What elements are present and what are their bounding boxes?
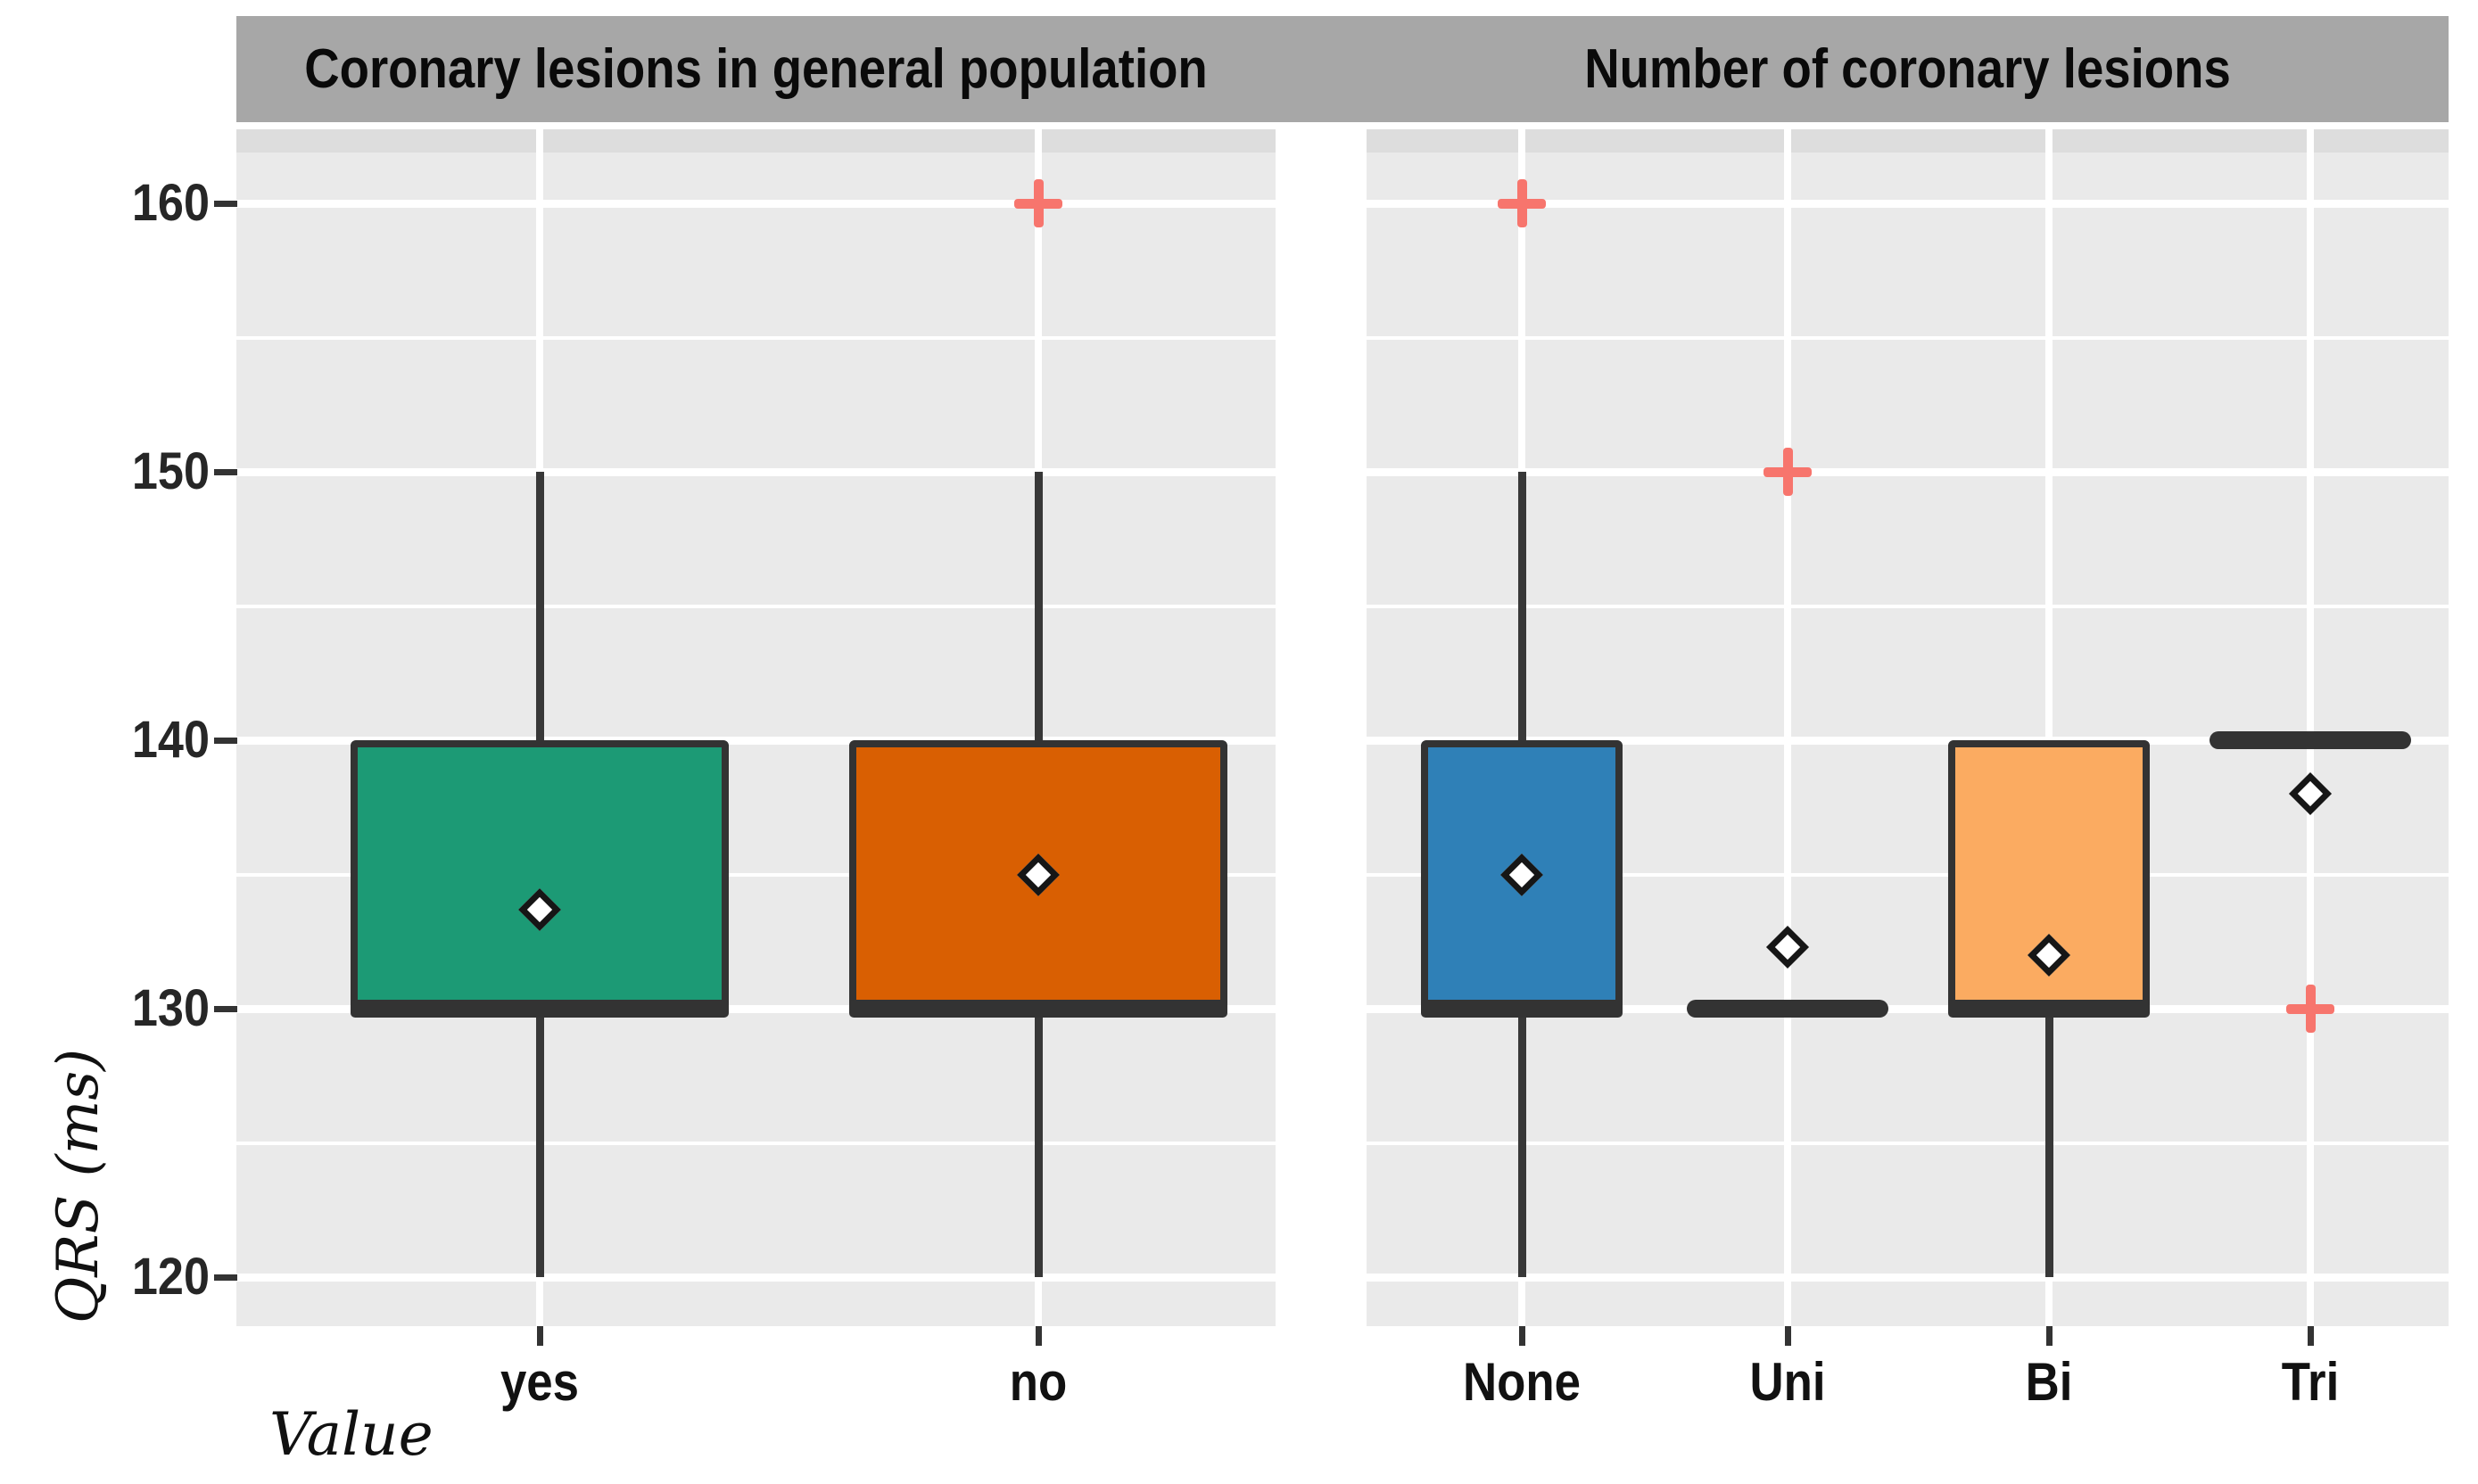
x-tick-mark [1518, 1326, 1525, 1346]
panel-top-band [1367, 129, 2449, 153]
median-line [849, 1000, 1227, 1018]
minor-gridline [236, 604, 1276, 608]
vertical-gridline [1784, 129, 1791, 1326]
lower-whisker [2044, 1009, 2053, 1277]
x-tick-mark [2045, 1326, 2053, 1346]
major-gridline [1367, 736, 2449, 745]
x-category-label: no [1009, 1352, 1068, 1412]
y-tick-label: 160 [131, 174, 210, 232]
lower-whisker [1517, 1009, 1526, 1277]
panel-top-band [236, 129, 1276, 153]
y-tick-label: 130 [131, 979, 210, 1037]
minor-gridline [1367, 1141, 2449, 1145]
vertical-gridline [2307, 129, 2314, 1326]
major-gridline [1367, 199, 2449, 208]
facet-title-left: Coronary lesions in general population [304, 38, 1208, 100]
major-gridline [236, 467, 1276, 476]
outlier-plus-icon [1782, 448, 1793, 496]
vertical-gridline [2045, 129, 2053, 1326]
median-line [351, 1000, 729, 1018]
y-tick-label: 150 [131, 442, 210, 500]
minor-gridline [1367, 335, 2449, 340]
x-category-label: Bi [2025, 1352, 2073, 1412]
box-iqr [351, 740, 729, 1009]
median-line [1421, 1000, 1623, 1018]
x-category-label: Uni [1749, 1352, 1826, 1412]
x-tick-mark [1784, 1326, 1791, 1346]
panel-background [236, 129, 1276, 1326]
minor-gridline [1367, 604, 2449, 608]
outlier-plus-icon [2305, 985, 2316, 1033]
x-tick-mark [2307, 1326, 2314, 1346]
minor-gridline [236, 1141, 1276, 1145]
y-tick-label: 140 [131, 711, 210, 769]
y-tick-mark [214, 200, 237, 207]
major-gridline [236, 1273, 1276, 1282]
lower-whisker [1034, 1009, 1043, 1277]
x-tick-mark [1035, 1326, 1042, 1346]
x-category-label: None [1463, 1352, 1581, 1412]
minor-gridline [236, 872, 1276, 877]
median-line [1948, 1000, 2150, 1018]
y-axis-title: QRS (ms) [45, 1048, 112, 1324]
major-gridline [1367, 1004, 2449, 1013]
y-tick-mark [214, 737, 237, 744]
y-tick-label: 120 [131, 1248, 210, 1306]
minor-gridline [1367, 872, 2449, 877]
lower-whisker [535, 1009, 544, 1277]
x-tick-mark [536, 1326, 543, 1346]
upper-whisker [1517, 472, 1526, 740]
major-gridline [236, 1004, 1276, 1013]
upper-whisker [535, 472, 544, 740]
panel-background [1367, 129, 2449, 1326]
upper-whisker [1034, 472, 1043, 740]
outlier-plus-icon [1033, 179, 1044, 227]
x-category-label: Tri [2281, 1352, 2340, 1412]
outlier-plus-icon [1516, 179, 1527, 227]
major-gridline [1367, 1273, 2449, 1282]
y-tick-mark [214, 1274, 237, 1281]
y-tick-mark [214, 468, 237, 475]
x-axis-title: Value [269, 1400, 434, 1469]
major-gridline [236, 199, 1276, 208]
minor-gridline [236, 335, 1276, 340]
major-gridline [236, 736, 1276, 745]
facet-strip [236, 16, 2449, 122]
degenerate-box-line [1687, 1000, 1888, 1018]
facet-title-right: Number of coronary lesions [1584, 38, 2231, 100]
major-gridline [1367, 467, 2449, 476]
x-category-label: yes [500, 1352, 580, 1412]
y-tick-mark [214, 1005, 237, 1012]
degenerate-box-line [2210, 731, 2411, 749]
